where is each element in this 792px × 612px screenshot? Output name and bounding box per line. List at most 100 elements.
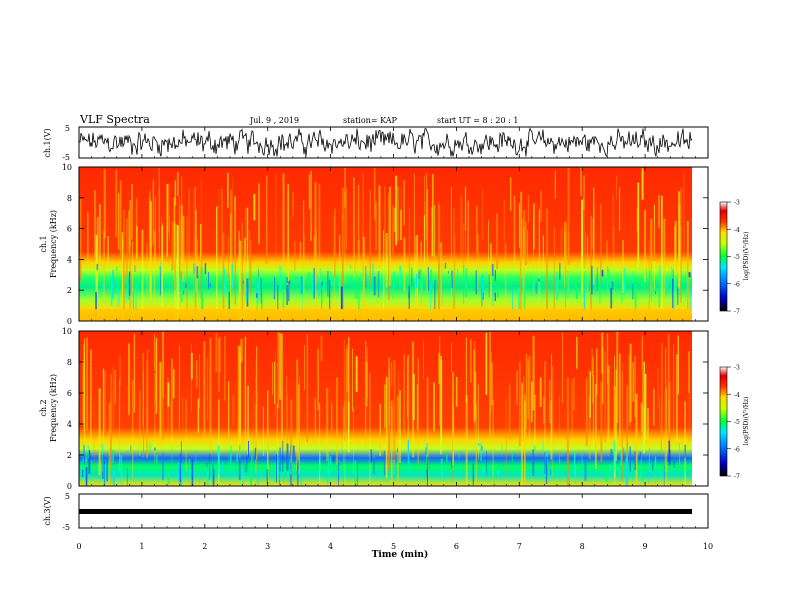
spectrogram-streak [104, 460, 105, 486]
spectrogram-streak [551, 353, 553, 449]
spectrogram-streak [438, 352, 441, 384]
spectrogram-streak [115, 279, 116, 294]
spectrogram-streak [549, 380, 551, 424]
spectrogram-streak [560, 228, 563, 256]
spectrogram-streak [515, 466, 516, 477]
spectrogram-streak [533, 216, 534, 316]
spectrogram-streak [329, 280, 332, 286]
spectrogram-streak [313, 268, 315, 299]
spectrogram-streak [393, 360, 396, 471]
spectrogram-streak [326, 464, 328, 486]
spectrogram-streak [331, 403, 333, 430]
colorbar-tick-label: -5 [734, 254, 740, 261]
spectrogram-streak [242, 469, 244, 486]
spectrogram-streak [250, 463, 252, 486]
spectrogram-streak [162, 453, 164, 481]
spectrogram-streak [430, 269, 432, 294]
spectrogram-streak [665, 348, 667, 392]
spectrogram-streak [336, 377, 338, 465]
spectrogram-streak [297, 462, 299, 486]
spectrogram-streak [299, 242, 302, 266]
spectrogram-streak [129, 239, 131, 280]
spectrogram-streak [446, 452, 448, 463]
spectrogram-streak [302, 282, 303, 312]
spectrogram-streak [134, 265, 136, 272]
spectrogram-streak [294, 240, 296, 271]
spectrogram-streak [282, 291, 285, 308]
spectrogram-streak [347, 401, 350, 453]
spectrogram-streak [552, 366, 554, 476]
spectrogram-streak [216, 206, 218, 320]
spectrogram-streak [411, 267, 413, 286]
spectrogram-streak [512, 288, 514, 317]
spectrogram-streak [668, 440, 670, 462]
frequency-tick-label: 0 [67, 482, 72, 491]
spectrogram-streak [286, 277, 288, 284]
spectrogram-streak [344, 191, 346, 284]
spectrogram-streak [683, 173, 685, 276]
spectrogram-streak [87, 445, 89, 459]
spectrogram-streak [427, 267, 429, 291]
spectrogram-streak [527, 359, 529, 420]
ch2-colorbar-ramp [719, 366, 728, 477]
spectrogram-streak [338, 462, 339, 486]
spectrogram-streak [663, 218, 666, 301]
ch3-waveform-line [79, 509, 692, 514]
spectrogram-streak [357, 456, 359, 486]
spectrogram-streak [230, 446, 232, 475]
spectrogram-streak [300, 276, 303, 294]
spectrogram-streak [375, 201, 377, 251]
spectrogram-streak [531, 381, 533, 422]
spectrogram-streak [453, 291, 454, 320]
spectrogram-streak [585, 378, 588, 446]
spectrogram-streak [196, 266, 199, 279]
spectrogram-streak [153, 333, 155, 371]
spectrogram-streak [539, 377, 542, 407]
spectrogram-streak [334, 208, 336, 277]
spectrogram-streak [230, 189, 233, 285]
spectrogram-streak [161, 225, 163, 307]
spectrogram-streak [440, 458, 443, 482]
spectrogram-streak [176, 171, 179, 196]
colorbar-tick-label: -7 [734, 474, 740, 481]
spectrogram-streak [613, 386, 616, 478]
spectrogram-streak [286, 375, 288, 450]
spectrogram-streak [648, 462, 650, 484]
spectrogram-streak [474, 371, 477, 420]
spectrogram-streak [243, 238, 246, 321]
spectrogram-streak [311, 274, 313, 295]
ch3-ytick-bottom: -5 [62, 523, 70, 532]
spectrogram-streak [308, 174, 311, 210]
colorbar-tick-label: -4 [734, 227, 740, 234]
spectrogram-streak [492, 400, 494, 486]
spectrogram-streak [533, 203, 535, 250]
spectrogram-streak [403, 180, 405, 226]
spectrogram-streak [277, 332, 280, 409]
spectrogram-streak [510, 177, 512, 211]
spectrogram-streak [279, 333, 281, 400]
spectrogram-streak [154, 196, 156, 265]
spectrogram-streak [434, 279, 436, 310]
spectrogram-streak [333, 276, 335, 287]
spectrogram-streak [632, 362, 635, 402]
spectrogram-streak [452, 388, 453, 484]
spectrogram-streak [565, 452, 567, 458]
spectrogram-streak [274, 462, 275, 484]
spectrogram-streak [423, 215, 426, 263]
spectrogram-streak [453, 234, 456, 321]
spectrogram-streak [550, 469, 551, 475]
spectrogram-streak [189, 458, 190, 486]
spectrogram-streak [174, 243, 176, 291]
spectrogram-streak [289, 463, 292, 486]
ch1-waveform-line [79, 127, 693, 158]
spectrogram-streak [116, 286, 117, 294]
spectrogram-streak [678, 191, 681, 289]
spectrogram-streak [553, 227, 555, 320]
spectrogram-streak [261, 291, 263, 320]
spectrogram-streak [465, 395, 468, 486]
spectrogram-streak [326, 387, 329, 462]
spectrogram-streak [610, 448, 613, 459]
spectrogram-streak [231, 177, 233, 279]
spectrogram-streak [276, 454, 277, 483]
spectrogram-streak [249, 229, 251, 283]
